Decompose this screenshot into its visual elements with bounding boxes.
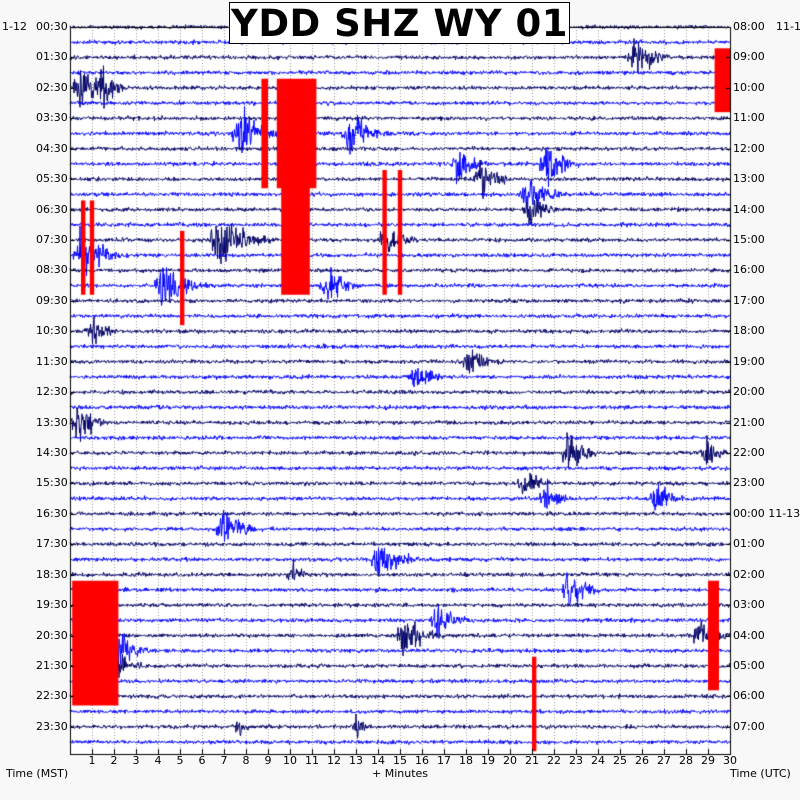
- minute-tick-label: 23: [569, 754, 583, 767]
- minute-tick-label: 26: [635, 754, 649, 767]
- minute-tick-label: 30: [723, 754, 737, 767]
- minute-tick-label: 17: [437, 754, 451, 767]
- left-axis-title: Time (MST): [6, 767, 69, 780]
- left-time-label: 17:30: [36, 537, 68, 551]
- right-time-label: 23:00: [733, 476, 765, 490]
- minute-tick-label: 9: [264, 754, 272, 767]
- minute-tick-label: 25: [613, 754, 627, 767]
- minute-tick-label: 24: [591, 754, 605, 767]
- minute-tick-label: 14: [371, 754, 385, 767]
- right-time-label: 21:00: [733, 415, 765, 429]
- station-title-box: YDD SHZ WY 01: [229, 1, 570, 45]
- left-time-label: 21:30: [36, 658, 68, 672]
- right-time-label: 17:00: [733, 293, 765, 307]
- right-time-label: 01:00: [733, 537, 765, 551]
- x-axis-title: + Minutes: [372, 767, 429, 780]
- left-time-label: 13:30: [36, 415, 68, 429]
- minute-tick-label: 13: [349, 754, 363, 767]
- left-time-label: 06:30: [36, 202, 68, 216]
- right-time-label: 14:00: [733, 202, 765, 216]
- left-time-label: 02:30: [36, 80, 68, 94]
- minute-tick-label: 1: [88, 754, 96, 767]
- minute-tick-label: 7: [220, 754, 228, 767]
- right-time-label: 11:00: [733, 111, 765, 125]
- right-time-label: 13:00: [733, 172, 765, 186]
- right-date-label: 11-1: [776, 20, 800, 33]
- minute-tick-label: 20: [503, 754, 517, 767]
- right-time-label: 07:00: [733, 719, 765, 733]
- right-time-label: 04:00: [733, 628, 765, 642]
- left-time-label: 22:30: [36, 689, 68, 703]
- right-time-label: 19:00: [733, 354, 765, 368]
- left-time-label: 05:30: [36, 172, 68, 186]
- right-time-label: 10:00: [733, 80, 765, 94]
- minute-tick-label: 11: [305, 754, 319, 767]
- minute-tick-label: 10: [283, 754, 297, 767]
- left-time-label: 03:30: [36, 111, 68, 125]
- left-time-label: 12:30: [36, 385, 68, 399]
- minute-tick-label: 4: [154, 754, 162, 767]
- left-time-label: 07:30: [36, 232, 68, 246]
- right-time-label: 05:00: [733, 658, 765, 672]
- minute-tick-label: 15: [393, 754, 407, 767]
- minute-tick-label: 29: [701, 754, 715, 767]
- right-time-label: 09:00: [733, 50, 765, 64]
- minute-tick-label: 19: [481, 754, 495, 767]
- minute-tick-label: 18: [459, 754, 473, 767]
- station-title: YDD SHZ WY 01: [231, 1, 568, 45]
- left-time-label: 15:30: [36, 476, 68, 490]
- minute-tick-label: 21: [525, 754, 539, 767]
- left-time-label: 01:30: [36, 50, 68, 64]
- right-time-label: 12:00: [733, 141, 765, 155]
- left-time-label: 00:30: [36, 20, 68, 33]
- left-time-label: 23:30: [36, 719, 68, 733]
- minute-tick-label: 28: [679, 754, 693, 767]
- minute-tick-label: 12: [327, 754, 341, 767]
- minute-tick-label: 3: [132, 754, 140, 767]
- right-time-label: 08:00: [733, 20, 765, 33]
- left-time-label: 14:30: [36, 445, 68, 459]
- left-time-label: 18:30: [36, 567, 68, 581]
- right-time-label: 22:00: [733, 445, 765, 459]
- left-time-label: 09:30: [36, 293, 68, 307]
- right-time-label: 20:00: [733, 385, 765, 399]
- right-time-label: 18:00: [733, 324, 765, 338]
- minute-tick-label: 2: [110, 754, 118, 767]
- right-time-label: 03:00: [733, 598, 765, 612]
- minute-tick-label: 16: [415, 754, 429, 767]
- minute-tick-label: 8: [242, 754, 250, 767]
- minute-tick-label: 5: [176, 754, 184, 767]
- left-time-label: 20:30: [36, 628, 68, 642]
- left-time-label: 08:30: [36, 263, 68, 277]
- left-date-label: 1-12: [2, 20, 27, 33]
- minute-tick-label: 6: [198, 754, 206, 767]
- left-time-label: 11:30: [36, 354, 68, 368]
- right-time-label: 02:00: [733, 567, 765, 581]
- minute-tick-label: 22: [547, 754, 561, 767]
- right-time-label: 06:00: [733, 689, 765, 703]
- right-time-label: 00:00 11-13: [733, 506, 800, 520]
- minute-tick-label: 27: [657, 754, 671, 767]
- left-time-label: 04:30: [36, 141, 68, 155]
- right-time-label: 16:00: [733, 263, 765, 277]
- left-time-label: 16:30: [36, 506, 68, 520]
- right-axis-title: Time (UTC): [730, 767, 791, 780]
- right-time-label: 15:00: [733, 232, 765, 246]
- left-time-label: 10:30: [36, 324, 68, 338]
- left-time-label: 19:30: [36, 598, 68, 612]
